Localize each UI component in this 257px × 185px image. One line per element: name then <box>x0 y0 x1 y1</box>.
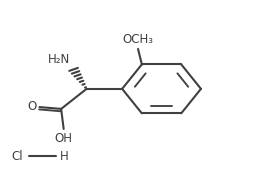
Text: O: O <box>28 100 37 113</box>
Text: H: H <box>60 150 69 163</box>
Text: Cl: Cl <box>11 150 23 163</box>
Text: OH: OH <box>55 132 73 145</box>
Text: H₂N: H₂N <box>48 53 70 66</box>
Text: OCH₃: OCH₃ <box>123 33 153 46</box>
